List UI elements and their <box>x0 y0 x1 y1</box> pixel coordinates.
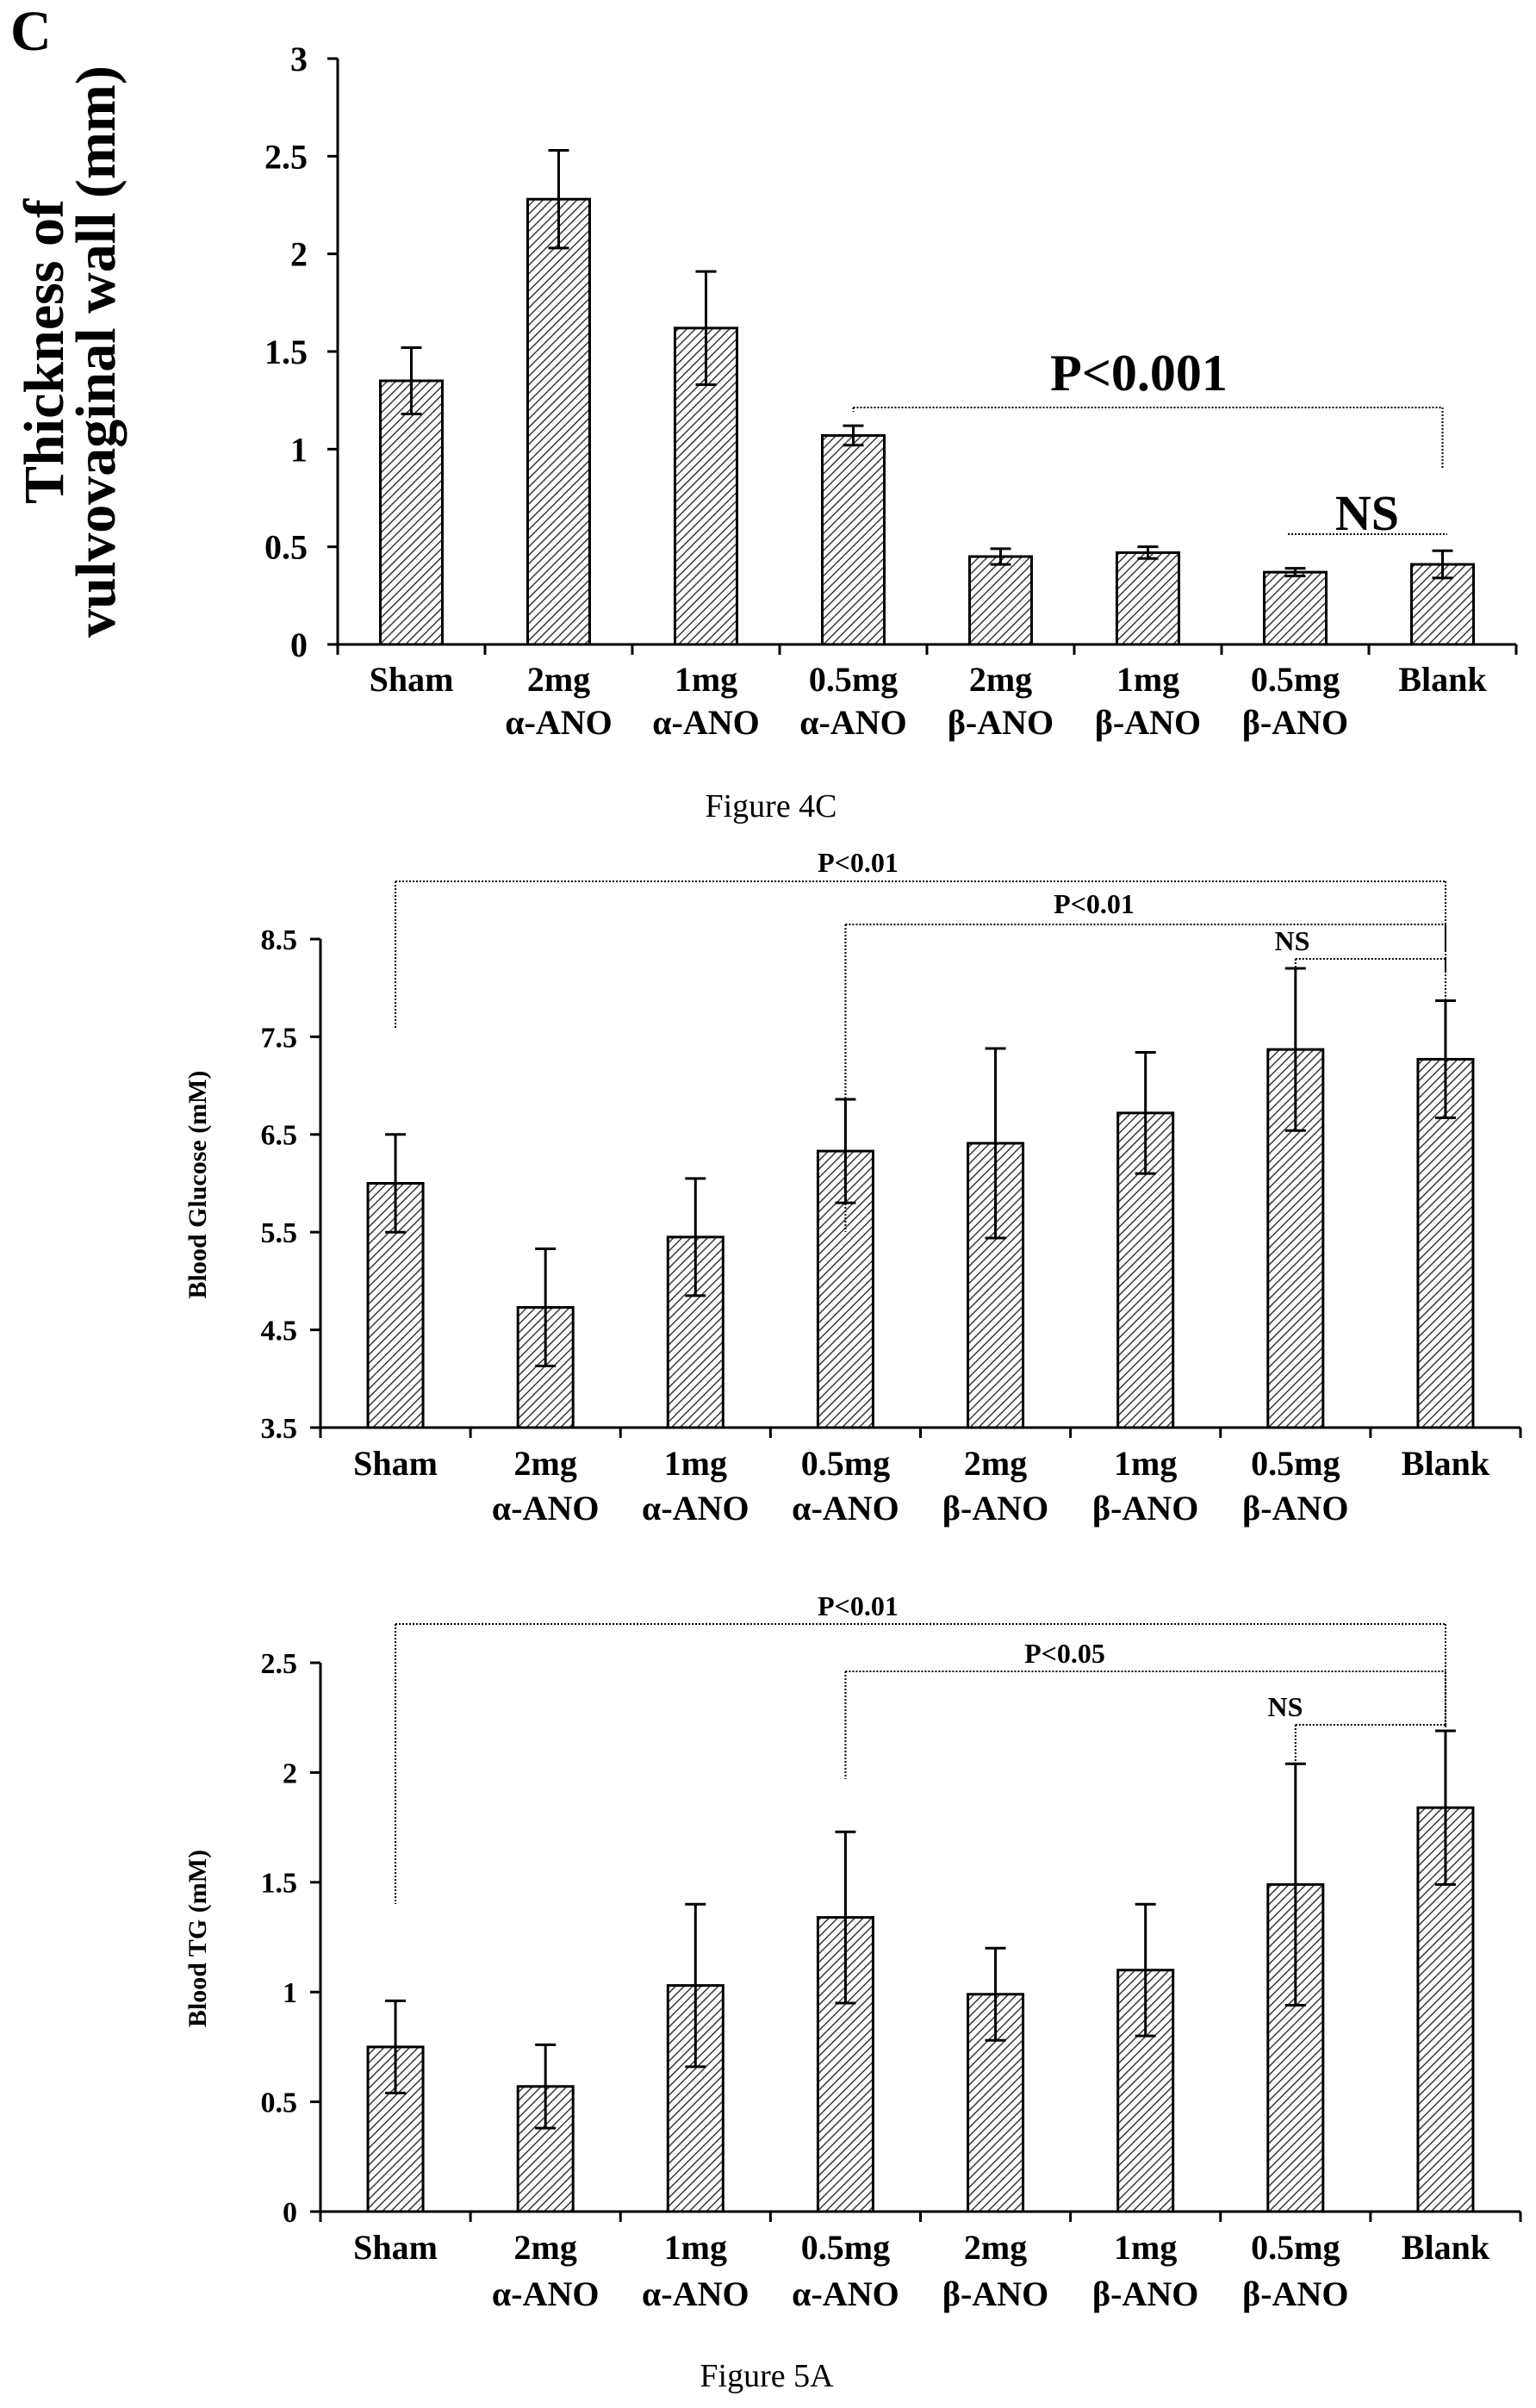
y-tick-label: 2.5 <box>264 137 308 176</box>
y-axis-label: Blood TG (mM) <box>183 1850 212 2027</box>
category-label: Sham <box>353 2228 438 2267</box>
bar <box>968 555 1033 646</box>
significance-label: NS <box>1335 485 1399 541</box>
y-tick-label: 7.5 <box>261 1022 298 1054</box>
significance-label: P<0.001 <box>1050 345 1228 401</box>
blood-tg-chart: 0 0.5 1 1.5 2 2.5 Sham 2mg α-ANO 1mg α-ANO 0.5mg α-A… <box>183 1590 1522 2313</box>
y-tick-label: 1 <box>283 1977 297 2009</box>
y-axis-label-line2: vulvovaginal wall (mm) <box>65 65 127 638</box>
category-sublabel: α-ANO <box>492 1489 600 1528</box>
y-tick-label: 5.5 <box>261 1217 298 1249</box>
category-sublabel: α-ANO <box>642 1489 749 1528</box>
category-label: 1mg <box>664 2228 727 2267</box>
category-sublabel: β-ANO <box>1242 2274 1348 2313</box>
category-sublabel: α-ANO <box>799 703 907 742</box>
category-label: 1mg <box>675 660 737 699</box>
significance-label: P<0.05 <box>1024 1638 1105 1669</box>
category-label: Blank <box>1398 660 1487 699</box>
thickness-chart: 0 0.5 1 1.5 2 2.5 3 Sham 2mg α-ANO 1mg α-ANO 0.5mg α-… <box>13 40 1518 742</box>
category-label: 0.5mg <box>809 660 898 699</box>
significance-label: NS <box>1275 925 1310 956</box>
category-label: 1mg <box>1114 1444 1177 1483</box>
y-tick-label: 1 <box>290 430 308 469</box>
y-tick-label: 0.5 <box>264 528 308 567</box>
category-sublabel: α-ANO <box>492 2274 600 2313</box>
category-sublabel: β-ANO <box>942 1489 1048 1528</box>
category-sublabel: β-ANO <box>1092 2274 1198 2313</box>
bar <box>379 379 444 646</box>
y-axis-label-line1: Thickness of <box>13 198 76 504</box>
category-label: Sham <box>370 660 454 699</box>
category-sublabel: α-ANO <box>652 703 760 742</box>
category-label: 0.5mg <box>1251 1444 1340 1483</box>
blood-glucose-chart: 3.5 4.5 5.5 6.5 7.5 8.5 Sham 2mg α-ANO 1mg α-ANO 0.… <box>183 847 1522 1528</box>
category-label: 0.5mg <box>801 1444 890 1483</box>
bar <box>666 1235 724 1429</box>
category-sublabel: β-ANO <box>1242 1489 1348 1528</box>
category-label: 2mg <box>964 2228 1027 2267</box>
category-label: 2mg <box>969 660 1032 699</box>
panel-letter: C <box>10 0 52 63</box>
significance-label: NS <box>1268 1691 1303 1722</box>
category-sublabel: α-ANO <box>792 1489 899 1528</box>
category-label: 1mg <box>1116 660 1179 699</box>
bar <box>821 433 886 646</box>
bar <box>1263 570 1328 646</box>
category-sublabel: α-ANO <box>792 2274 899 2313</box>
category-sublabel: β-ANO <box>948 703 1054 742</box>
category-label: Sham <box>353 1444 438 1483</box>
bar <box>1116 551 1180 646</box>
category-label: 1mg <box>1114 2228 1177 2267</box>
significance-label: P<0.01 <box>818 847 899 878</box>
bar <box>1416 1057 1475 1429</box>
category-label: 0.5mg <box>801 2228 890 2267</box>
y-tick-label: 1.5 <box>264 333 308 371</box>
y-tick-label: 2 <box>290 235 308 274</box>
category-label: 0.5mg <box>1251 2228 1340 2267</box>
y-tick-label: 3.5 <box>261 1413 298 1445</box>
significance-label: P<0.01 <box>818 1590 899 1621</box>
category-label: 2mg <box>964 1444 1027 1483</box>
y-tick-label: 2.5 <box>261 1648 298 1680</box>
figure-4c-caption: Figure 4C <box>705 788 836 824</box>
category-label: 1mg <box>664 1444 727 1483</box>
category-sublabel: β-ANO <box>1095 703 1201 742</box>
y-tick-label: 1.5 <box>261 1868 298 1900</box>
category-label: 2mg <box>514 1444 577 1483</box>
category-sublabel: β-ANO <box>1092 1489 1198 1528</box>
category-label: 0.5mg <box>1251 660 1340 699</box>
y-tick-label: 8.5 <box>261 924 298 956</box>
y-tick-label: 4.5 <box>261 1316 298 1347</box>
y-tick-label: 0 <box>283 2197 297 2229</box>
significance-label: P<0.01 <box>1054 888 1135 919</box>
y-tick-label: 6.5 <box>261 1120 298 1152</box>
y-tick-label: 3 <box>290 40 308 78</box>
y-tick-label: 0 <box>290 625 308 664</box>
category-label: Blank <box>1402 2228 1490 2267</box>
category-sublabel: β-ANO <box>942 2274 1048 2313</box>
category-label: 2mg <box>527 660 590 699</box>
category-sublabel: α-ANO <box>642 2274 749 2313</box>
category-label: Blank <box>1402 1444 1490 1483</box>
category-sublabel: α-ANO <box>505 703 613 742</box>
category-sublabel: β-ANO <box>1242 703 1348 742</box>
bar <box>526 197 591 646</box>
y-axis-label: Blood Glucose (mM) <box>183 1071 212 1299</box>
figure-5a-caption: Figure 5A <box>700 2358 834 2394</box>
category-label: 2mg <box>514 2228 577 2267</box>
y-tick-label: 2 <box>283 1758 297 1789</box>
y-tick-label: 0.5 <box>261 2088 298 2119</box>
